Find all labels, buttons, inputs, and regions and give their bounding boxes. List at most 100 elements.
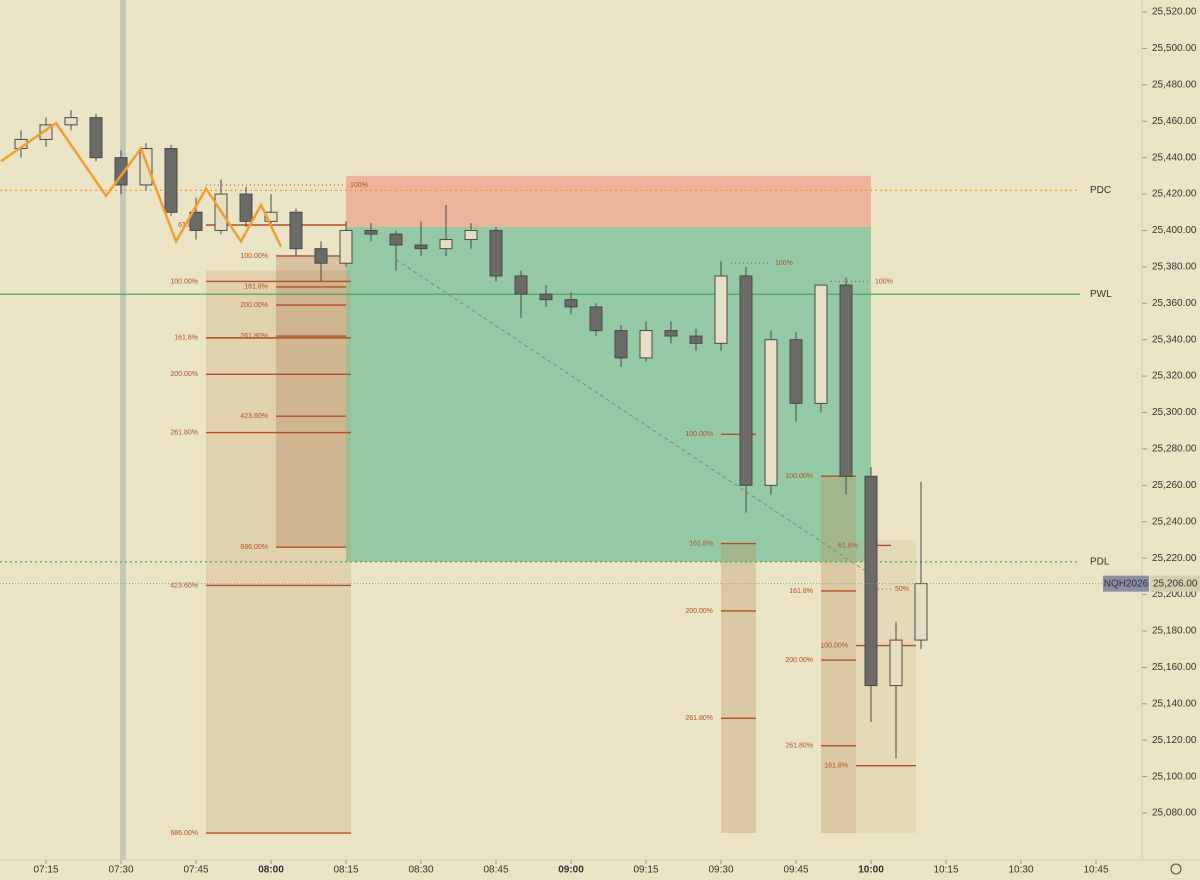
x-tick-label: 08:00 [258, 865, 284, 876]
y-tick-label: 25,120.00 [1152, 735, 1197, 746]
y-tick-label: 25,320.00 [1152, 371, 1197, 382]
y-tick-label: 25,160.00 [1152, 662, 1197, 673]
y-tick-label: 25,440.00 [1152, 152, 1197, 163]
settings-icon[interactable] [1170, 863, 1182, 875]
fib-label: 686.00% [240, 544, 268, 551]
candle-body [189, 211, 203, 231]
fib-label: 423.60% [170, 582, 198, 589]
x-tick-label: 09:30 [708, 865, 733, 876]
candle-body [489, 229, 503, 277]
y-tick-label: 25,460.00 [1152, 116, 1197, 127]
candle-body [314, 248, 328, 264]
candle-body [264, 211, 278, 222]
x-tick-label: 10:15 [933, 865, 958, 876]
y-tick-label: 25,140.00 [1152, 698, 1197, 709]
zigzag [0, 121, 283, 248]
candle-body [289, 211, 303, 250]
candle-body [614, 330, 628, 359]
x-tick-label: 07:15 [33, 865, 58, 876]
fib-label: 161.8% [174, 335, 198, 342]
x-tick-label: 07:45 [183, 865, 208, 876]
fib-label: 161.8% [689, 540, 713, 547]
y-tick-label: 25,400.00 [1152, 225, 1197, 236]
y-tick-label: 25,300.00 [1152, 407, 1197, 418]
fib-label: 200.00% [240, 302, 268, 309]
price-badge [1150, 575, 1200, 592]
candle-body [564, 299, 578, 308]
x-tick-label: 10:00 [858, 865, 884, 876]
zone [721, 543, 756, 834]
y-tick-label: 25,100.00 [1152, 771, 1197, 782]
x-tick-label: 10:45 [1083, 865, 1108, 876]
symbol-badge [1103, 575, 1149, 592]
x-tick-label: 09:00 [558, 865, 584, 876]
candle-body [589, 306, 603, 332]
candle-body [839, 284, 853, 477]
x-tick-label: 08:45 [483, 865, 508, 876]
zone [206, 270, 351, 834]
candle-body [339, 229, 353, 264]
y-tick-label: 25,180.00 [1152, 626, 1197, 637]
candle-body [914, 583, 928, 641]
fib-label: 161.8% [789, 588, 813, 595]
fib-label: 100% [775, 260, 793, 267]
y-tick-label: 25,360.00 [1152, 298, 1197, 309]
fib-label: 261.80% [170, 429, 198, 436]
candle-body [889, 639, 903, 687]
key-level-label: PDC [1090, 185, 1111, 196]
candle-body [139, 148, 153, 186]
fib-label: 61.8% [838, 542, 858, 549]
candle-body [414, 244, 428, 250]
y-tick-label: 25,220.00 [1152, 553, 1197, 564]
y-tick-label: 25,200.00 [1152, 589, 1197, 600]
last-price-label: 25,206.00 [1153, 578, 1198, 589]
fib-label: 100% [875, 278, 893, 285]
candle-body [864, 475, 878, 687]
key-level-label: PDL [1090, 556, 1110, 567]
fib-label: 100.00% [785, 473, 813, 480]
candle-body [64, 117, 78, 126]
fib-label: 100.00% [240, 253, 268, 260]
zone [821, 476, 856, 834]
candle-body [814, 284, 828, 404]
fib-label: 686.00% [170, 830, 198, 837]
x-tick-label: 08:30 [408, 865, 433, 876]
candle-body [739, 275, 753, 486]
fib-label: 161.8% [244, 284, 268, 291]
fib-label: 200.00% [170, 371, 198, 378]
fib-label: 423.60% [240, 413, 268, 420]
y-tick-label: 25,380.00 [1152, 262, 1197, 273]
candle-body [714, 275, 728, 344]
zone [276, 255, 346, 548]
candle-body [464, 229, 478, 241]
fib-label: 100.00% [685, 431, 713, 438]
fib-label: 100.00% [170, 278, 198, 285]
key-level-label: PWL [1090, 289, 1112, 300]
y-tick-label: 25,500.00 [1152, 43, 1197, 54]
x-tick-label: 10:30 [1008, 865, 1033, 876]
x-tick-label: 08:15 [333, 865, 358, 876]
candle-body [439, 239, 453, 250]
y-tick-label: 25,480.00 [1152, 79, 1197, 90]
y-tick-label: 25,520.00 [1152, 7, 1197, 18]
fib-label: 100% [350, 182, 368, 189]
x-tick-label: 09:15 [633, 865, 658, 876]
candle-body [239, 193, 253, 222]
candle-body [514, 275, 528, 295]
candle-body [639, 330, 653, 359]
fib-label: 100.00% [820, 642, 848, 649]
candle-body [164, 148, 178, 213]
candle-body [89, 117, 103, 159]
symbol-label: NQH2026 [1104, 578, 1149, 589]
candle-body [789, 339, 803, 404]
candle-body [364, 229, 378, 235]
candle-body [389, 233, 403, 246]
zone [346, 175, 871, 227]
x-tick-label: 09:45 [783, 865, 808, 876]
candle-body [539, 293, 553, 301]
trendline [395, 259, 872, 575]
fib-label: 200.00% [785, 657, 813, 664]
y-tick-label: 25,420.00 [1152, 189, 1197, 200]
